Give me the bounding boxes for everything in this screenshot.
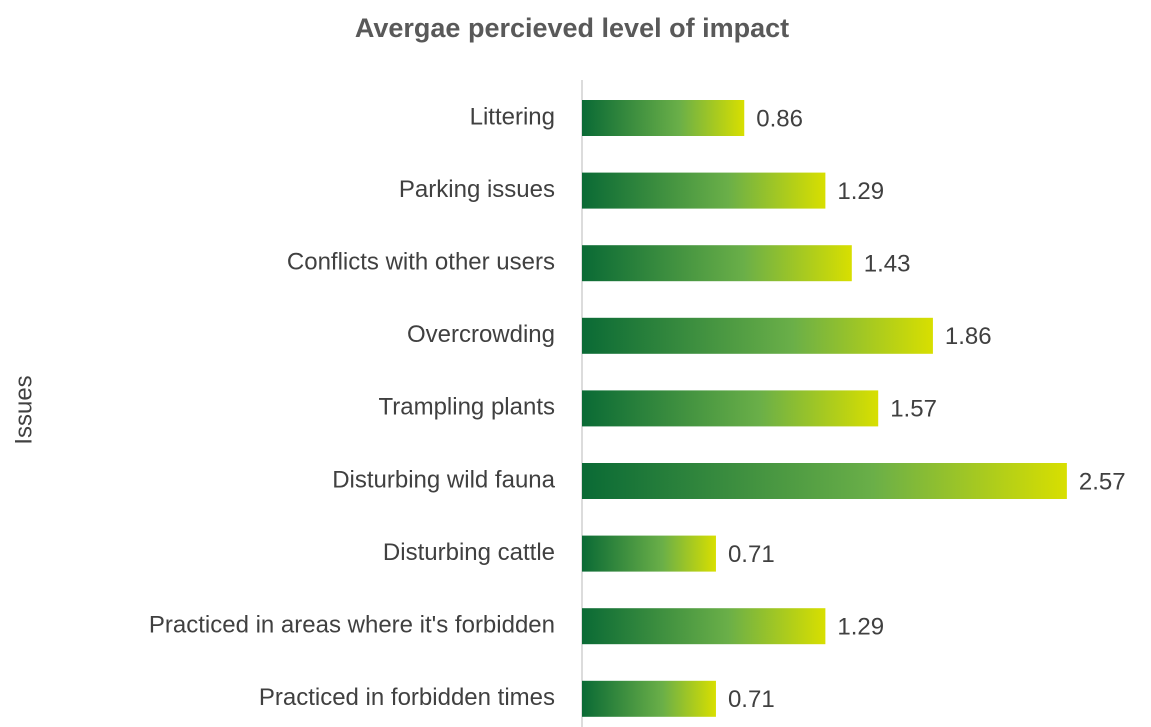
y-axis-label: Issues xyxy=(10,375,37,444)
value-label: 0.71 xyxy=(728,686,775,713)
y-tick-label: Practiced in areas where it's forbidden xyxy=(149,612,555,639)
y-tick-label: Littering xyxy=(470,103,555,130)
bar xyxy=(582,100,745,136)
value-label: 1.29 xyxy=(837,178,884,205)
y-tick-label: Disturbing cattle xyxy=(383,539,555,566)
value-label: 2.57 xyxy=(1079,468,1126,495)
chart-title: Avergae percieved level of impact xyxy=(355,13,789,43)
y-tick-label: Parking issues xyxy=(399,176,555,203)
bar xyxy=(582,608,826,645)
bar xyxy=(582,317,933,354)
value-label: 1.43 xyxy=(864,251,911,278)
y-tick-label: Practiced in forbidden times xyxy=(259,684,555,711)
y-tick-label: Disturbing wild fauna xyxy=(332,466,555,493)
bar xyxy=(582,390,879,427)
y-tick-label: Conflicts with other users xyxy=(287,249,555,276)
bar xyxy=(582,245,852,282)
value-label: 1.57 xyxy=(890,396,937,423)
bar xyxy=(582,680,716,717)
y-tick-label: Trampling plants xyxy=(378,394,555,421)
value-label: 0.86 xyxy=(756,105,803,132)
value-label: 1.86 xyxy=(945,323,992,350)
value-label: 0.71 xyxy=(728,541,775,568)
bar xyxy=(582,172,826,209)
bar xyxy=(582,463,1067,499)
y-tick-label: Overcrowding xyxy=(407,321,555,348)
bar xyxy=(582,535,716,572)
value-label: 1.29 xyxy=(837,614,884,641)
